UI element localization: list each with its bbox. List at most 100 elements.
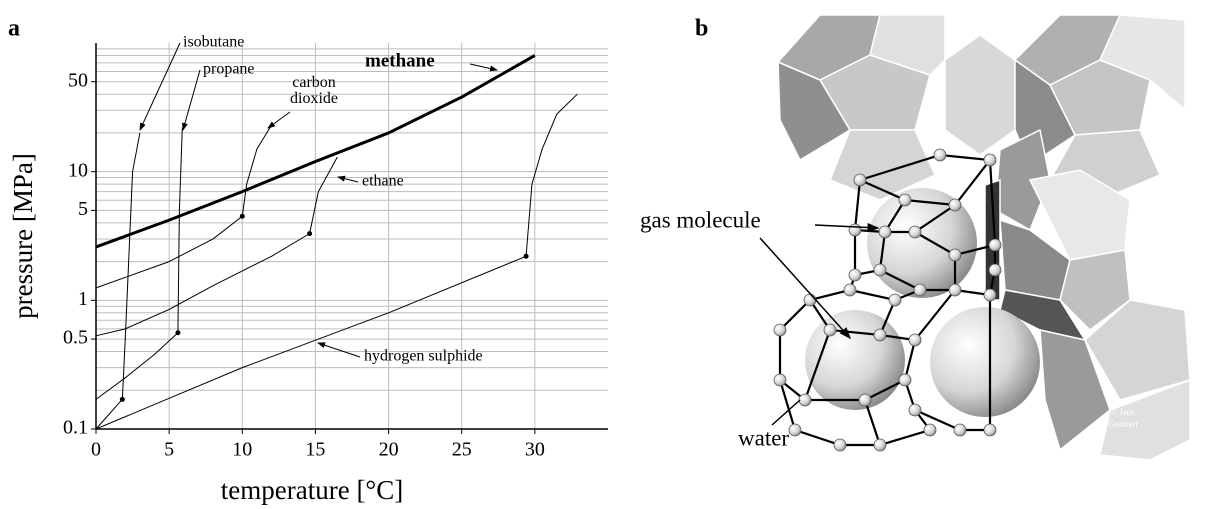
water-molecule	[773, 373, 787, 387]
water-molecule	[848, 223, 862, 237]
water-molecule	[983, 153, 997, 167]
leader	[182, 69, 201, 131]
series-label: ethane	[362, 173, 404, 190]
series-line	[95, 156, 338, 337]
series-line	[95, 132, 141, 430]
water-molecule	[923, 423, 937, 437]
credit: © Jens	[1110, 407, 1135, 417]
y-tick-label: 5	[78, 198, 88, 220]
series-line	[95, 127, 183, 400]
water-molecule	[908, 333, 922, 347]
cage-bond	[914, 289, 956, 341]
series-label: methane	[365, 50, 435, 71]
cage-bond	[863, 399, 882, 446]
water-molecule	[933, 148, 947, 162]
water-molecule	[948, 283, 962, 297]
pointer	[759, 237, 852, 340]
water-molecule	[873, 438, 887, 452]
water-label: water	[738, 425, 789, 450]
water-molecule	[788, 423, 802, 437]
water-molecule	[823, 323, 837, 337]
series-label: propane	[203, 61, 255, 78]
water-molecule	[948, 248, 962, 262]
x-tick-label: 30	[525, 439, 545, 461]
x-tick-label: 20	[379, 439, 399, 461]
cage-bond	[859, 153, 993, 207]
water-molecule	[848, 268, 862, 282]
water-molecule	[888, 293, 902, 307]
series-line	[95, 124, 272, 289]
series-label: isobutane	[183, 34, 244, 51]
x-tick-label: 15	[305, 439, 325, 461]
water-molecule	[988, 238, 1002, 252]
leader	[267, 111, 291, 129]
water-molecule	[913, 283, 927, 297]
x-tick-label: 25	[452, 439, 472, 461]
series-line	[95, 54, 536, 249]
y-tick-label: 0.5	[63, 327, 88, 349]
gas-sphere	[930, 307, 1040, 417]
y-tick-label: 10	[68, 159, 88, 181]
x-axis-label: temperature [°C]	[221, 475, 403, 505]
pointer	[814, 223, 880, 232]
leader	[317, 342, 361, 358]
pointer	[771, 399, 801, 426]
panel-label: a	[8, 16, 20, 42]
series-label: carbon dioxide	[290, 75, 338, 107]
leader	[469, 63, 498, 72]
water-molecule	[873, 263, 887, 277]
water-molecule	[833, 438, 847, 452]
quadruple-point	[175, 330, 181, 336]
y-tick-label: 0.1	[63, 417, 88, 439]
cage-bond	[914, 295, 992, 432]
x-tick-label: 0	[91, 439, 101, 461]
water-molecule	[908, 225, 922, 239]
cage-face	[869, 14, 946, 76]
y-tick-label: 50	[68, 69, 88, 91]
series-line	[95, 93, 578, 430]
leader	[139, 42, 181, 131]
gas-molecule-label: gas molecule	[640, 207, 761, 232]
water-molecule	[948, 198, 962, 212]
x-tick-label: 5	[164, 439, 174, 461]
cage-face	[944, 34, 1016, 156]
series-label: hydrogen sulphide	[364, 348, 483, 365]
panel-label: b	[695, 16, 708, 42]
water-molecule	[858, 393, 872, 407]
water-molecule	[853, 173, 867, 187]
water-molecule	[908, 403, 922, 417]
water-molecule	[983, 288, 997, 302]
quadruple-point	[239, 213, 245, 219]
quadruple-point	[307, 231, 313, 237]
quadruple-point	[523, 253, 529, 259]
cage-bond	[883, 199, 956, 234]
cage-face	[777, 60, 852, 162]
cage-face	[1059, 249, 1131, 331]
water-molecule	[873, 328, 887, 342]
quadruple-point	[119, 396, 125, 402]
y-tick-label: 1	[78, 288, 88, 310]
cage-bond	[809, 299, 897, 337]
water-molecule	[898, 373, 912, 387]
water-molecule	[878, 225, 892, 239]
series-label-box: carbon dioxide	[290, 75, 338, 107]
water-molecule	[773, 323, 787, 337]
cage-face	[1084, 299, 1191, 401]
cage-bond	[914, 159, 997, 257]
water-molecule	[898, 193, 912, 207]
x-tick-label: 10	[232, 439, 252, 461]
cage-face	[1099, 378, 1191, 461]
leader	[337, 175, 359, 183]
water-molecule	[953, 423, 967, 437]
cage-face	[1039, 329, 1111, 452]
water-molecule	[798, 393, 812, 407]
water-molecule	[803, 293, 817, 307]
credit: Greinert	[1108, 419, 1138, 429]
hydrate-illustration	[776, 14, 1191, 461]
water-molecule	[843, 283, 857, 297]
cage-face	[1098, 14, 1186, 112]
water-molecule	[988, 263, 1002, 277]
y-axis-label: pressure [MPa]	[8, 153, 38, 319]
